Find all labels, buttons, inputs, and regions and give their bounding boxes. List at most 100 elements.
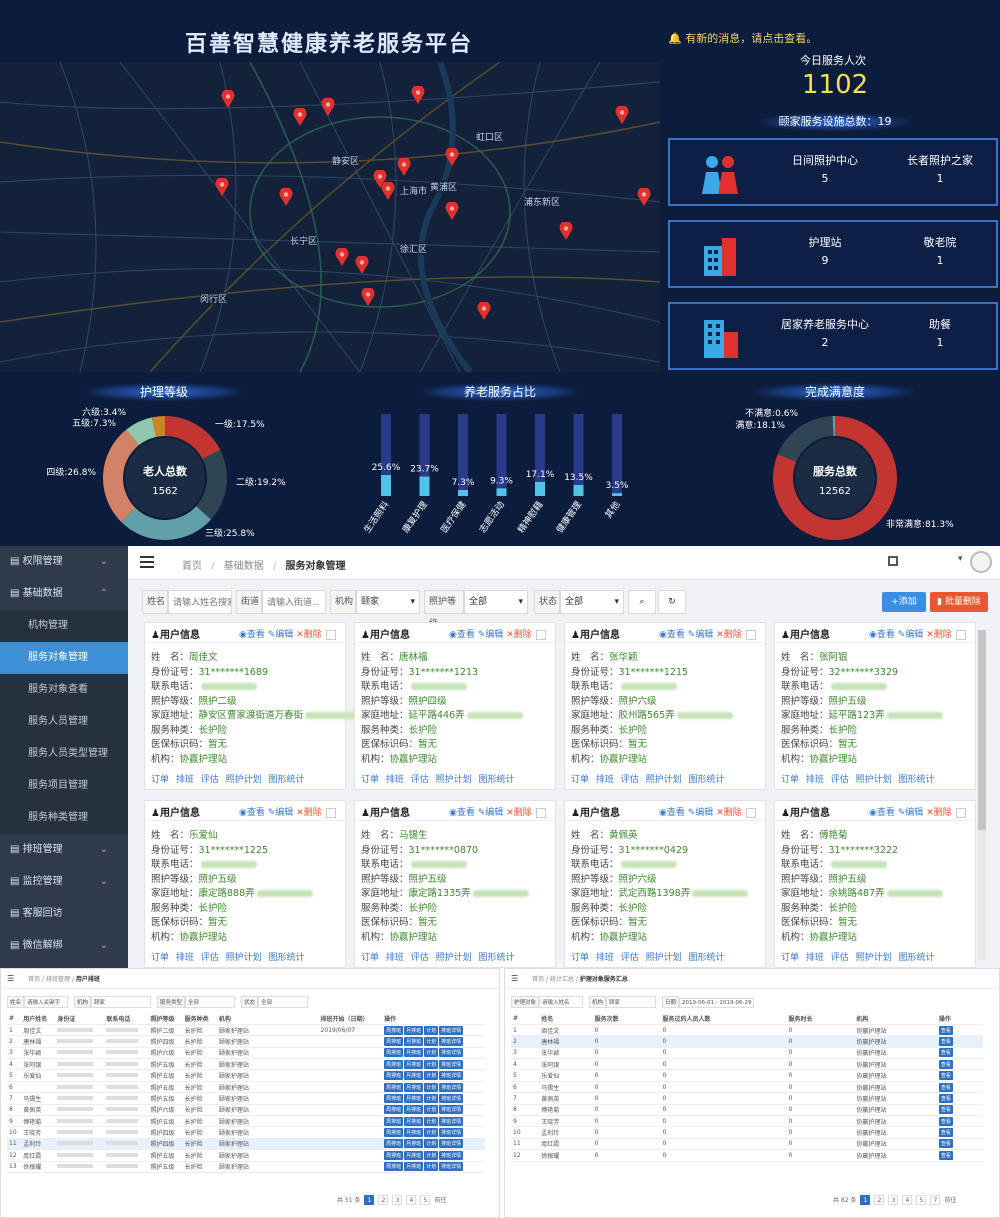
row-action-button[interactable]: 计划 [424,1128,439,1138]
row-action-button[interactable]: 月排班 [404,1116,424,1126]
row-action-button[interactable]: 月排班 [404,1162,424,1172]
pie-slice[interactable] [126,417,157,446]
row-action-button[interactable]: 月排班 [404,1059,424,1069]
row-action-button[interactable]: 计划 [424,1025,439,1035]
row-action-button[interactable]: 周排班 [384,1025,404,1035]
view-link[interactable]: ◉查看 [659,630,685,640]
row-action-button[interactable]: 计划 [424,1105,439,1115]
edit-link[interactable]: ✎编辑 [898,808,924,818]
table-row[interactable]: 7 马锡生 照护五级 长护险 颐家护理站 周排班 月排班 计划 排班详情 [7,1092,485,1105]
table-row[interactable]: 6 照护五级 长护险 颐家护理站 周排班 月排班 计划 排班详情 [7,1081,485,1094]
table-row[interactable]: 13 徐根耀 照护五级 长护险 颐家护理站 周排班 月排班 计划 排班详情 [7,1161,485,1173]
location-pin-icon[interactable] [215,178,229,196]
location-pin-icon[interactable] [279,188,293,206]
table-row[interactable]: 9 傅艳菊 照护五级 长护险 颐家护理站 周排班 月排班 计划 排班详情 [7,1115,485,1128]
view-link[interactable]: ◉查看 [449,808,475,818]
status-select[interactable]: 全部 ▾ [560,590,624,614]
row-action-button[interactable]: 排班详情 [439,1082,464,1092]
view-link[interactable]: ◉查看 [869,630,895,640]
sidebar-item[interactable]: 服务对象查看 [0,674,128,706]
view-button[interactable]: 查看 [938,1128,953,1138]
row-action-button[interactable]: 排班详情 [439,1071,464,1081]
row-action-button[interactable]: 计划 [424,1048,439,1058]
table-row[interactable]: 8 黄佩英 照护六级 长护险 颐家护理站 周排班 月排班 计划 排班详情 [7,1104,485,1117]
scrollbar[interactable] [978,630,986,960]
view-link[interactable]: ◉查看 [659,808,685,818]
table-row[interactable]: 6 马锡生 0 0 0 协赢护理站 查看 [511,1081,983,1094]
row-action-button[interactable]: 排班详情 [439,1128,464,1138]
row-action-button[interactable]: 计划 [424,1150,439,1160]
row-action-button[interactable]: 周排班 [384,1036,404,1046]
row-action-button[interactable]: 排班详情 [439,1116,464,1126]
edit-link[interactable]: ✎编辑 [268,630,294,640]
pie-slice[interactable] [165,416,221,459]
page-button[interactable]: 4 [902,1195,913,1205]
level-select[interactable]: 全部 ▾ [464,590,528,614]
sidebar-item[interactable]: 机构管理 [0,610,128,642]
filter-input[interactable]: 请输入关键字 [24,996,69,1008]
table-row[interactable]: 3 张华颖 照护六级 长护险 颐家护理站 周排班 月排班 计划 排班详情 [7,1047,485,1060]
card-footer-links[interactable]: 订单 排班 评估 照护计划 图形统计 [781,775,935,785]
select-checkbox[interactable] [745,807,756,818]
table-row[interactable]: 5 乐爱仙 0 0 0 协赢护理站 查看 [511,1069,983,1082]
table-row[interactable]: 11 孟利玲 照护四级 长护险 颐家护理站 周排班 月排班 计划 排班详情 [7,1138,485,1151]
page-button[interactable]: 3 [888,1195,899,1205]
card-footer-links[interactable]: 订单 排班 评估 照护计划 图形统计 [571,953,725,963]
bar[interactable] [573,484,584,496]
pie-slice[interactable] [151,416,165,437]
goto-label[interactable]: 前往 [434,1197,447,1204]
row-action-button[interactable]: 排班详情 [439,1139,464,1149]
sidebar-item[interactable]: 服务对象管理 [0,642,128,674]
table-row[interactable]: 1 周佳文 0 0 0 协赢护理站 查看 [511,1024,983,1037]
location-pin-icon[interactable] [221,90,235,108]
batch-delete-button[interactable]: ▮ 批量删除 [930,592,988,612]
view-button[interactable]: 查看 [938,1150,953,1160]
sidebar-item[interactable]: ▤ 微信解绑 ⌄ [0,930,128,962]
table-row[interactable]: 10 王晓芳 照护四级 长护险 颐家护理站 周排班 月排班 计划 排班详情 [7,1126,485,1139]
card-footer-links[interactable]: 订单 排班 评估 照护计划 图形统计 [151,775,305,785]
table-row[interactable]: 10 孟利玲 0 0 0 协赢护理站 查看 [511,1126,983,1139]
goto-label[interactable]: 前往 [944,1197,957,1204]
view-link[interactable]: ◉查看 [869,808,895,818]
page-button[interactable]: 3 [392,1195,403,1205]
page-button[interactable]: 5 [420,1195,431,1205]
row-action-button[interactable]: 周排班 [384,1116,404,1126]
menu-icon[interactable] [140,556,154,568]
sidebar-item[interactable]: 服务种类管理 [0,802,128,834]
bar[interactable] [612,493,622,496]
location-pin-icon[interactable] [381,182,395,200]
breadcrumb-mid[interactable]: 排班管理 [46,976,71,983]
row-action-button[interactable]: 排班详情 [439,1093,464,1103]
sidebar-item[interactable]: ▤ 监控管理 ⌄ [0,866,128,898]
edit-link[interactable]: ✎编辑 [268,808,294,818]
delete-link[interactable]: ✕删除 [716,808,742,818]
breadcrumb-home[interactable]: 首页 [28,976,41,983]
view-button[interactable]: 查看 [938,1048,953,1058]
view-button[interactable]: 查看 [938,1116,953,1126]
location-pin-icon[interactable] [397,158,411,176]
sidebar-item[interactable]: 服务人员类型管理 [0,738,128,770]
row-action-button[interactable]: 周排班 [384,1093,404,1103]
view-button[interactable]: 查看 [938,1036,953,1046]
table-row[interactable]: 2 唐林福 0 0 0 协赢护理站 查看 [511,1035,983,1048]
menu-icon[interactable]: ☰ [7,974,15,983]
filter-input[interactable]: 颐家 [606,996,657,1008]
sidebar-item[interactable]: ▤ 权限管理 ⌄ [0,546,128,578]
page-button[interactable]: 1 [364,1195,375,1205]
menu-icon[interactable]: ☰ [511,974,519,983]
location-pin-icon[interactable] [637,188,651,206]
page-button[interactable]: 2 [378,1195,389,1205]
row-action-button[interactable]: 周排班 [384,1048,404,1058]
location-pin-icon[interactable] [373,170,387,188]
row-action-button[interactable]: 周排班 [384,1071,404,1081]
row-action-button[interactable]: 排班详情 [439,1048,464,1058]
delete-link[interactable]: ✕删除 [296,630,322,640]
edit-link[interactable]: ✎编辑 [898,630,924,640]
pie-slice[interactable] [102,429,139,522]
select-checkbox[interactable] [535,629,546,640]
location-pin-icon[interactable] [445,202,459,220]
edit-link[interactable]: ✎编辑 [688,630,714,640]
avatar[interactable] [970,551,992,573]
table-row[interactable]: 4 张阿银 照护五级 长护险 颐家护理站 周排班 月排班 计划 排班详情 [7,1058,485,1071]
table-row[interactable]: 8 傅艳菊 0 0 0 协赢护理站 查看 [511,1104,983,1117]
